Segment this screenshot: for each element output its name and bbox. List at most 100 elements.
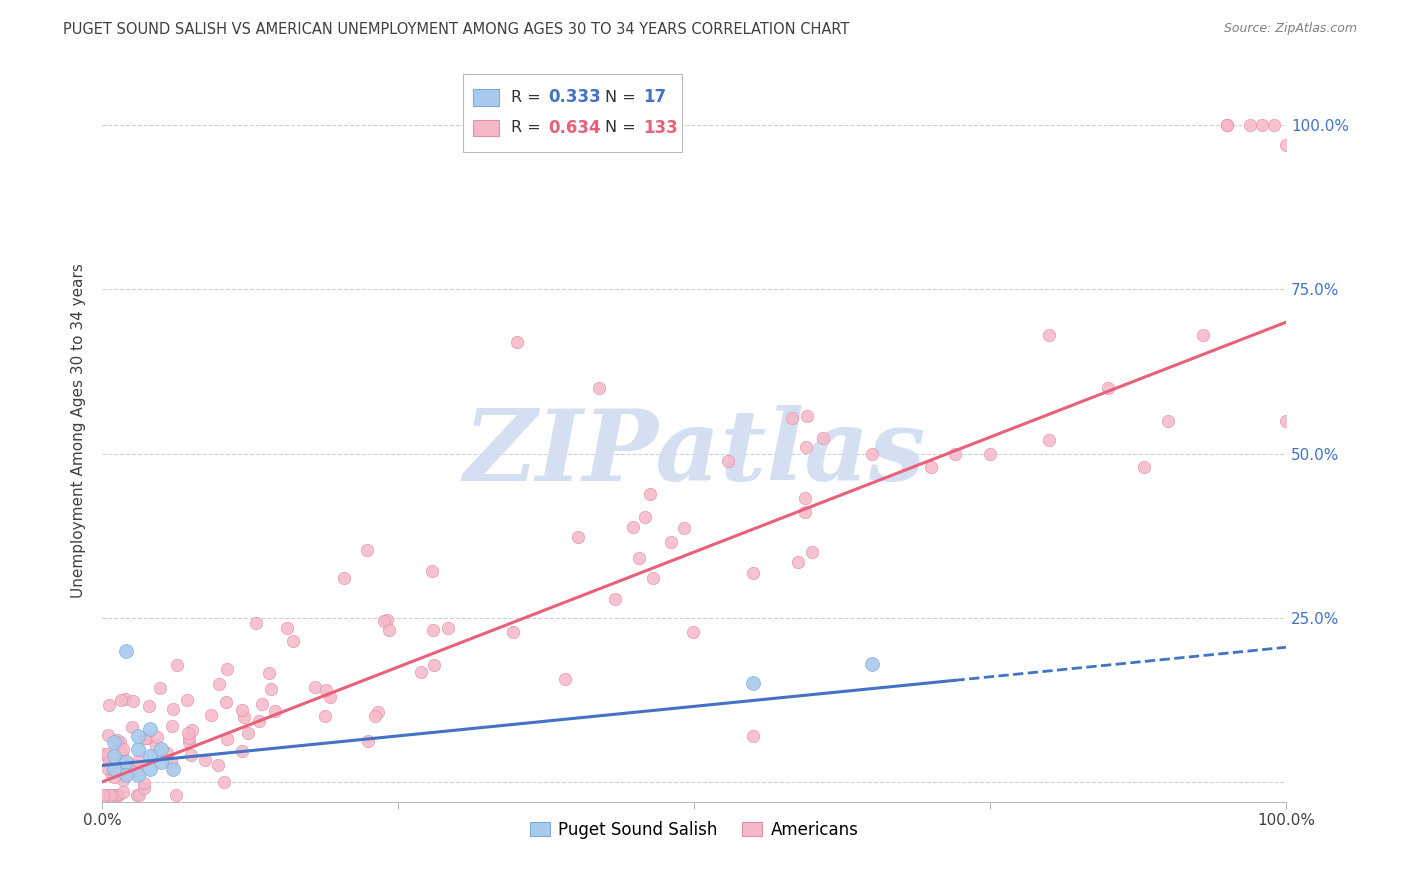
Text: 0.333: 0.333 — [548, 88, 602, 106]
Text: R =: R = — [510, 90, 546, 105]
Point — [259, 665, 281, 680]
Point — [314, 708, 336, 723]
Point — [207, 758, 229, 772]
Point — [264, 704, 287, 718]
Point — [276, 622, 298, 636]
Point — [200, 707, 222, 722]
Text: ZIPatlas: ZIPatlas — [463, 405, 925, 501]
Point — [1275, 414, 1298, 428]
Point — [1216, 118, 1239, 132]
FancyBboxPatch shape — [463, 74, 682, 153]
Point — [780, 410, 803, 425]
Point — [138, 698, 160, 713]
Point — [860, 446, 883, 460]
Point — [97, 727, 120, 741]
Point — [1216, 118, 1239, 132]
Point — [179, 731, 201, 745]
Point — [245, 615, 267, 630]
Point — [332, 571, 354, 585]
Point — [105, 788, 128, 802]
Point — [231, 744, 253, 758]
Point — [110, 747, 132, 762]
Text: Source: ZipAtlas.com: Source: ZipAtlas.com — [1223, 22, 1357, 36]
Point — [554, 672, 576, 686]
Point — [1275, 138, 1298, 153]
Point — [260, 681, 283, 696]
Point — [115, 643, 138, 657]
Point — [162, 762, 184, 776]
Point — [194, 753, 217, 767]
Point — [115, 755, 138, 769]
Point — [627, 550, 650, 565]
Point — [364, 709, 387, 723]
Point — [146, 730, 169, 744]
Point — [567, 531, 589, 545]
Point — [127, 742, 149, 756]
Point — [1038, 328, 1060, 343]
Point — [796, 409, 818, 423]
Point — [1192, 328, 1215, 343]
Point — [176, 692, 198, 706]
Point — [742, 676, 765, 690]
Point — [801, 545, 824, 559]
Text: PUGET SOUND SALISH VS AMERICAN UNEMPLOYMENT AMONG AGES 30 TO 34 YEARS CORRELATIO: PUGET SOUND SALISH VS AMERICAN UNEMPLOYM… — [63, 22, 849, 37]
Point — [315, 683, 337, 698]
Y-axis label: Unemployment Among Ages 30 to 34 years: Unemployment Among Ages 30 to 34 years — [72, 263, 86, 598]
Point — [717, 454, 740, 468]
Point — [232, 710, 254, 724]
Point — [423, 658, 446, 673]
Point — [97, 756, 120, 770]
Text: R =: R = — [510, 120, 546, 136]
Point — [811, 432, 834, 446]
Point — [108, 734, 131, 748]
Point — [177, 726, 200, 740]
Point — [124, 757, 146, 772]
Point — [920, 459, 942, 474]
Point — [145, 738, 167, 752]
Point — [150, 755, 173, 769]
Point — [621, 520, 644, 534]
Point — [98, 698, 121, 712]
Point — [120, 764, 142, 779]
Point — [125, 788, 148, 802]
Point — [377, 623, 399, 637]
Point — [128, 788, 150, 802]
Point — [1133, 459, 1156, 474]
Point — [979, 446, 1001, 460]
Point — [177, 735, 200, 749]
Text: 133: 133 — [643, 119, 678, 136]
Point — [112, 785, 135, 799]
Point — [124, 761, 146, 775]
Point — [103, 762, 125, 776]
Point — [114, 692, 136, 706]
Point — [411, 665, 433, 680]
Point — [127, 729, 149, 743]
Point — [138, 762, 160, 776]
Legend: Puget Sound Salish, Americans: Puget Sound Salish, Americans — [523, 814, 865, 846]
Point — [160, 719, 183, 733]
Point — [318, 690, 340, 704]
Point — [943, 446, 966, 460]
Point — [793, 491, 815, 506]
Point — [150, 742, 173, 756]
Text: 17: 17 — [643, 88, 666, 106]
Point — [110, 692, 132, 706]
Point — [1038, 434, 1060, 448]
Point — [101, 788, 124, 802]
Point — [180, 748, 202, 763]
Point — [1156, 414, 1178, 428]
Point — [115, 768, 138, 782]
Point — [742, 729, 765, 743]
Point — [502, 624, 524, 639]
Point — [1263, 118, 1285, 132]
Point — [122, 694, 145, 708]
Point — [110, 756, 132, 770]
Point — [125, 764, 148, 778]
Point — [138, 723, 160, 737]
Point — [640, 487, 662, 501]
Point — [793, 505, 815, 519]
Point — [98, 788, 121, 802]
Point — [236, 725, 259, 739]
Point — [138, 748, 160, 763]
Point — [356, 543, 378, 558]
